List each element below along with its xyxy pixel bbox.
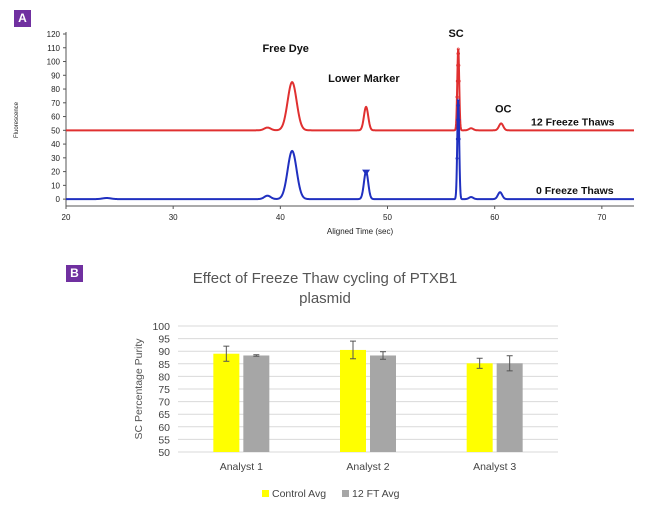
y-tick-label: 70 <box>158 397 170 409</box>
x-tick-label: 70 <box>597 213 606 222</box>
chart-title-line-2: plasmid <box>299 290 351 307</box>
electropherogram-chart: 0 10 20 30 40 50 60 70 80 90 100 110 120 20 30 40 50 60 70… <box>14 28 634 236</box>
y-tick-label: 90 <box>51 71 60 80</box>
y-tick-label: 10 <box>51 181 60 190</box>
y-tick-label: 40 <box>51 140 60 149</box>
y-tick-label: 80 <box>51 85 60 94</box>
annotation-lower-marker: Lower Marker <box>328 73 400 85</box>
y-tick-label: 55 <box>158 434 170 446</box>
sc-peak-marker <box>457 79 461 83</box>
y-tick-label: 50 <box>51 126 60 135</box>
bar-12-ft-avg <box>243 355 270 452</box>
y-tick-label: 100 <box>47 58 61 67</box>
bar-control-avg <box>340 349 366 452</box>
y-tick-label: 60 <box>51 113 60 122</box>
bar-control-avg <box>466 363 493 452</box>
legend-swatch <box>262 490 269 497</box>
sc-peak-marker <box>456 98 460 102</box>
y-tick-label: 50 <box>158 447 170 459</box>
trace-12-freeze-thaws <box>66 49 634 132</box>
y-tick-label: 60 <box>158 422 170 434</box>
legend-12-freeze-thaws: 12 Freeze Thaws <box>531 116 615 128</box>
annotation-sc: SC <box>448 28 463 40</box>
x-axis-title: Aligned Time (sec) <box>327 227 394 236</box>
y-tick-label: 85 <box>158 359 170 371</box>
panel-b-label: B <box>66 265 83 282</box>
sc-peak-marker <box>456 63 460 67</box>
sc-peak-marker <box>457 118 461 122</box>
y-tick-label: 110 <box>47 44 60 53</box>
y-tick-label: 95 <box>158 334 170 346</box>
sc-peak-marker <box>455 156 459 160</box>
sc-peak-marker <box>457 52 461 55</box>
x-tick-label: 20 <box>62 213 71 222</box>
legend-label: Control Avg <box>272 488 326 500</box>
sc-peak-marker <box>457 103 461 107</box>
y-tick-label: 120 <box>47 30 61 39</box>
bar-control-avg <box>213 353 240 452</box>
sc-peak-marker <box>456 47 460 51</box>
y-tick-label: 75 <box>158 384 170 396</box>
legend-0-freeze-thaws: 0 Freeze Thaws <box>536 185 614 197</box>
y-tick-label: 20 <box>51 168 60 177</box>
sc-peak-marker <box>456 118 460 122</box>
category-label: Analyst 3 <box>473 461 516 473</box>
sc-peak-marker <box>455 95 459 99</box>
annotation-free-dye: Free Dye <box>262 43 308 55</box>
x-tick-label: 60 <box>490 213 499 222</box>
sc-peak-marker <box>457 63 461 67</box>
y-tick-label: 90 <box>158 346 170 358</box>
bar-12-ft-avg <box>370 355 396 452</box>
y-tick-label: 0 <box>56 195 61 204</box>
legend-label: 12 FT Avg <box>352 488 400 500</box>
y-axis-title: Fluorescence <box>14 101 20 138</box>
category-label: Analyst 2 <box>346 461 389 473</box>
lower-marker-caret <box>362 169 371 176</box>
panel-a-label: A <box>14 10 31 27</box>
y-tick-label: 100 <box>152 321 170 333</box>
x-tick-label: 40 <box>276 213 285 222</box>
bar-12-ft-avg <box>496 363 523 452</box>
category-label: Analyst 1 <box>220 461 263 473</box>
chart-title-line-1: Effect of Freeze Thaw cycling of PTXB1 <box>193 270 458 287</box>
y-tick-label: 70 <box>51 99 60 108</box>
x-tick-label: 50 <box>383 213 392 222</box>
x-tick-label: 30 <box>169 213 178 222</box>
y-tick-label: 65 <box>158 409 170 421</box>
y-axis-title: SC Percentage Purity <box>133 338 145 440</box>
legend-swatch <box>342 490 349 497</box>
trace-0-freeze-thaws <box>66 99 634 201</box>
y-tick-label: 30 <box>51 154 60 163</box>
annotation-oc: OC <box>495 103 512 115</box>
y-tick-label: 80 <box>158 371 170 383</box>
sc-peak-marker <box>457 137 461 141</box>
